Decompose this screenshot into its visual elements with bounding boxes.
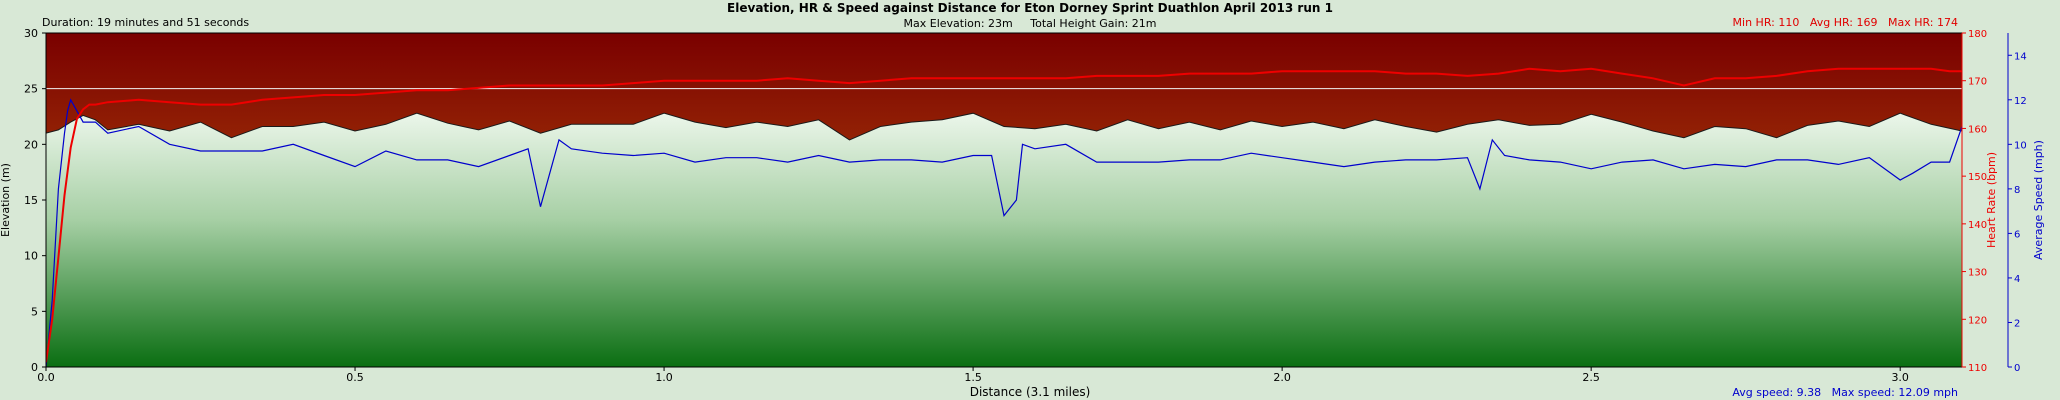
elevation-area	[46, 112, 1962, 367]
hr-tick-label: 160	[1968, 124, 1987, 135]
speed-axis: 0 2 4 6 8 10 12 14	[2008, 51, 2027, 374]
speed-tick-label: 2	[2014, 318, 2020, 329]
avg-speed-text: Avg speed: 9.38	[1732, 386, 1822, 399]
speed-tick-label: 8	[2014, 185, 2020, 196]
hr-tick-label: 140	[1968, 220, 1987, 231]
speed-tick-label: 0	[2014, 363, 2020, 374]
elevation-axis: 0 5 10 15 20 25 30	[24, 27, 46, 374]
chart-title: Elevation, HR & Speed against Distance f…	[727, 1, 1333, 15]
duration-text: Duration: 19 minutes and 51 seconds	[42, 16, 250, 29]
elevation-axis-label: Elevation (m)	[0, 163, 12, 237]
max-elevation-text: Max Elevation: 23m	[903, 17, 1013, 30]
x-axis-label: Distance (3.1 miles)	[969, 385, 1091, 399]
elevation-tick-label: 20	[24, 138, 38, 151]
hr-tick-label: 170	[1968, 77, 1987, 88]
hr-tick-label: 120	[1968, 315, 1987, 326]
x-tick-label: 2.0	[1273, 371, 1291, 384]
elevation-tick-label: 0	[31, 361, 38, 374]
hr-axis-label: Heart Rate (bpm)	[1985, 152, 1998, 248]
speed-tick-label: 14	[2014, 51, 2027, 62]
max-speed-text: Max speed: 12.09 mph	[1831, 386, 1958, 399]
x-tick-label: 2.5	[1582, 371, 1600, 384]
speed-axis-label: Average Speed (mph)	[2032, 140, 2045, 260]
height-gain-text: Total Height Gain: 21m	[1030, 17, 1157, 30]
elevation-tick-label: 5	[31, 305, 38, 318]
elevation-tick-label: 15	[24, 194, 38, 207]
x-tick-label: 0.0	[37, 371, 55, 384]
speed-line	[46, 98, 1962, 367]
heart-rate-line	[46, 67, 1962, 363]
min-hr-text: Min HR: 110	[1732, 16, 1800, 29]
elevation-tick-label: 10	[24, 250, 38, 263]
speed-tick-label: 12	[2014, 96, 2027, 107]
hr-summary: Min HR: 110 Avg HR: 169 Max HR: 174	[1733, 16, 1958, 29]
speed-tick-label: 10	[2014, 140, 2027, 151]
hr-tick-label: 130	[1968, 268, 1987, 279]
speed-tick-label: 6	[2014, 229, 2020, 240]
elevation-tick-label: 30	[24, 27, 38, 40]
avg-hr-text: Avg HR: 169	[1809, 16, 1878, 29]
hr-tick-label: 180	[1968, 29, 1987, 40]
elevation-tick-label: 25	[24, 83, 38, 96]
elevation-summary: Max Elevation: 23m Total Height Gain: 21…	[0, 17, 2060, 30]
x-axis: 0.0 0.5 1.0 1.5 2.0 2.5 3.0	[37, 367, 1909, 384]
hr-tick-label: 150	[1968, 172, 1987, 183]
x-tick-label: 1.5	[964, 371, 982, 384]
speed-tick-label: 4	[2014, 274, 2020, 285]
x-tick-label: 1.0	[655, 371, 673, 384]
x-tick-label: 0.5	[346, 371, 364, 384]
hr-tick-label: 110	[1968, 363, 1987, 374]
speed-summary: Avg speed: 9.38 Max speed: 12.09 mph	[1732, 386, 1958, 399]
x-tick-label: 3.0	[1891, 371, 1909, 384]
hr-axis: 110 120 130 140 150 160 170 180	[1962, 29, 1987, 374]
max-hr-text: Max HR: 174	[1887, 16, 1958, 29]
